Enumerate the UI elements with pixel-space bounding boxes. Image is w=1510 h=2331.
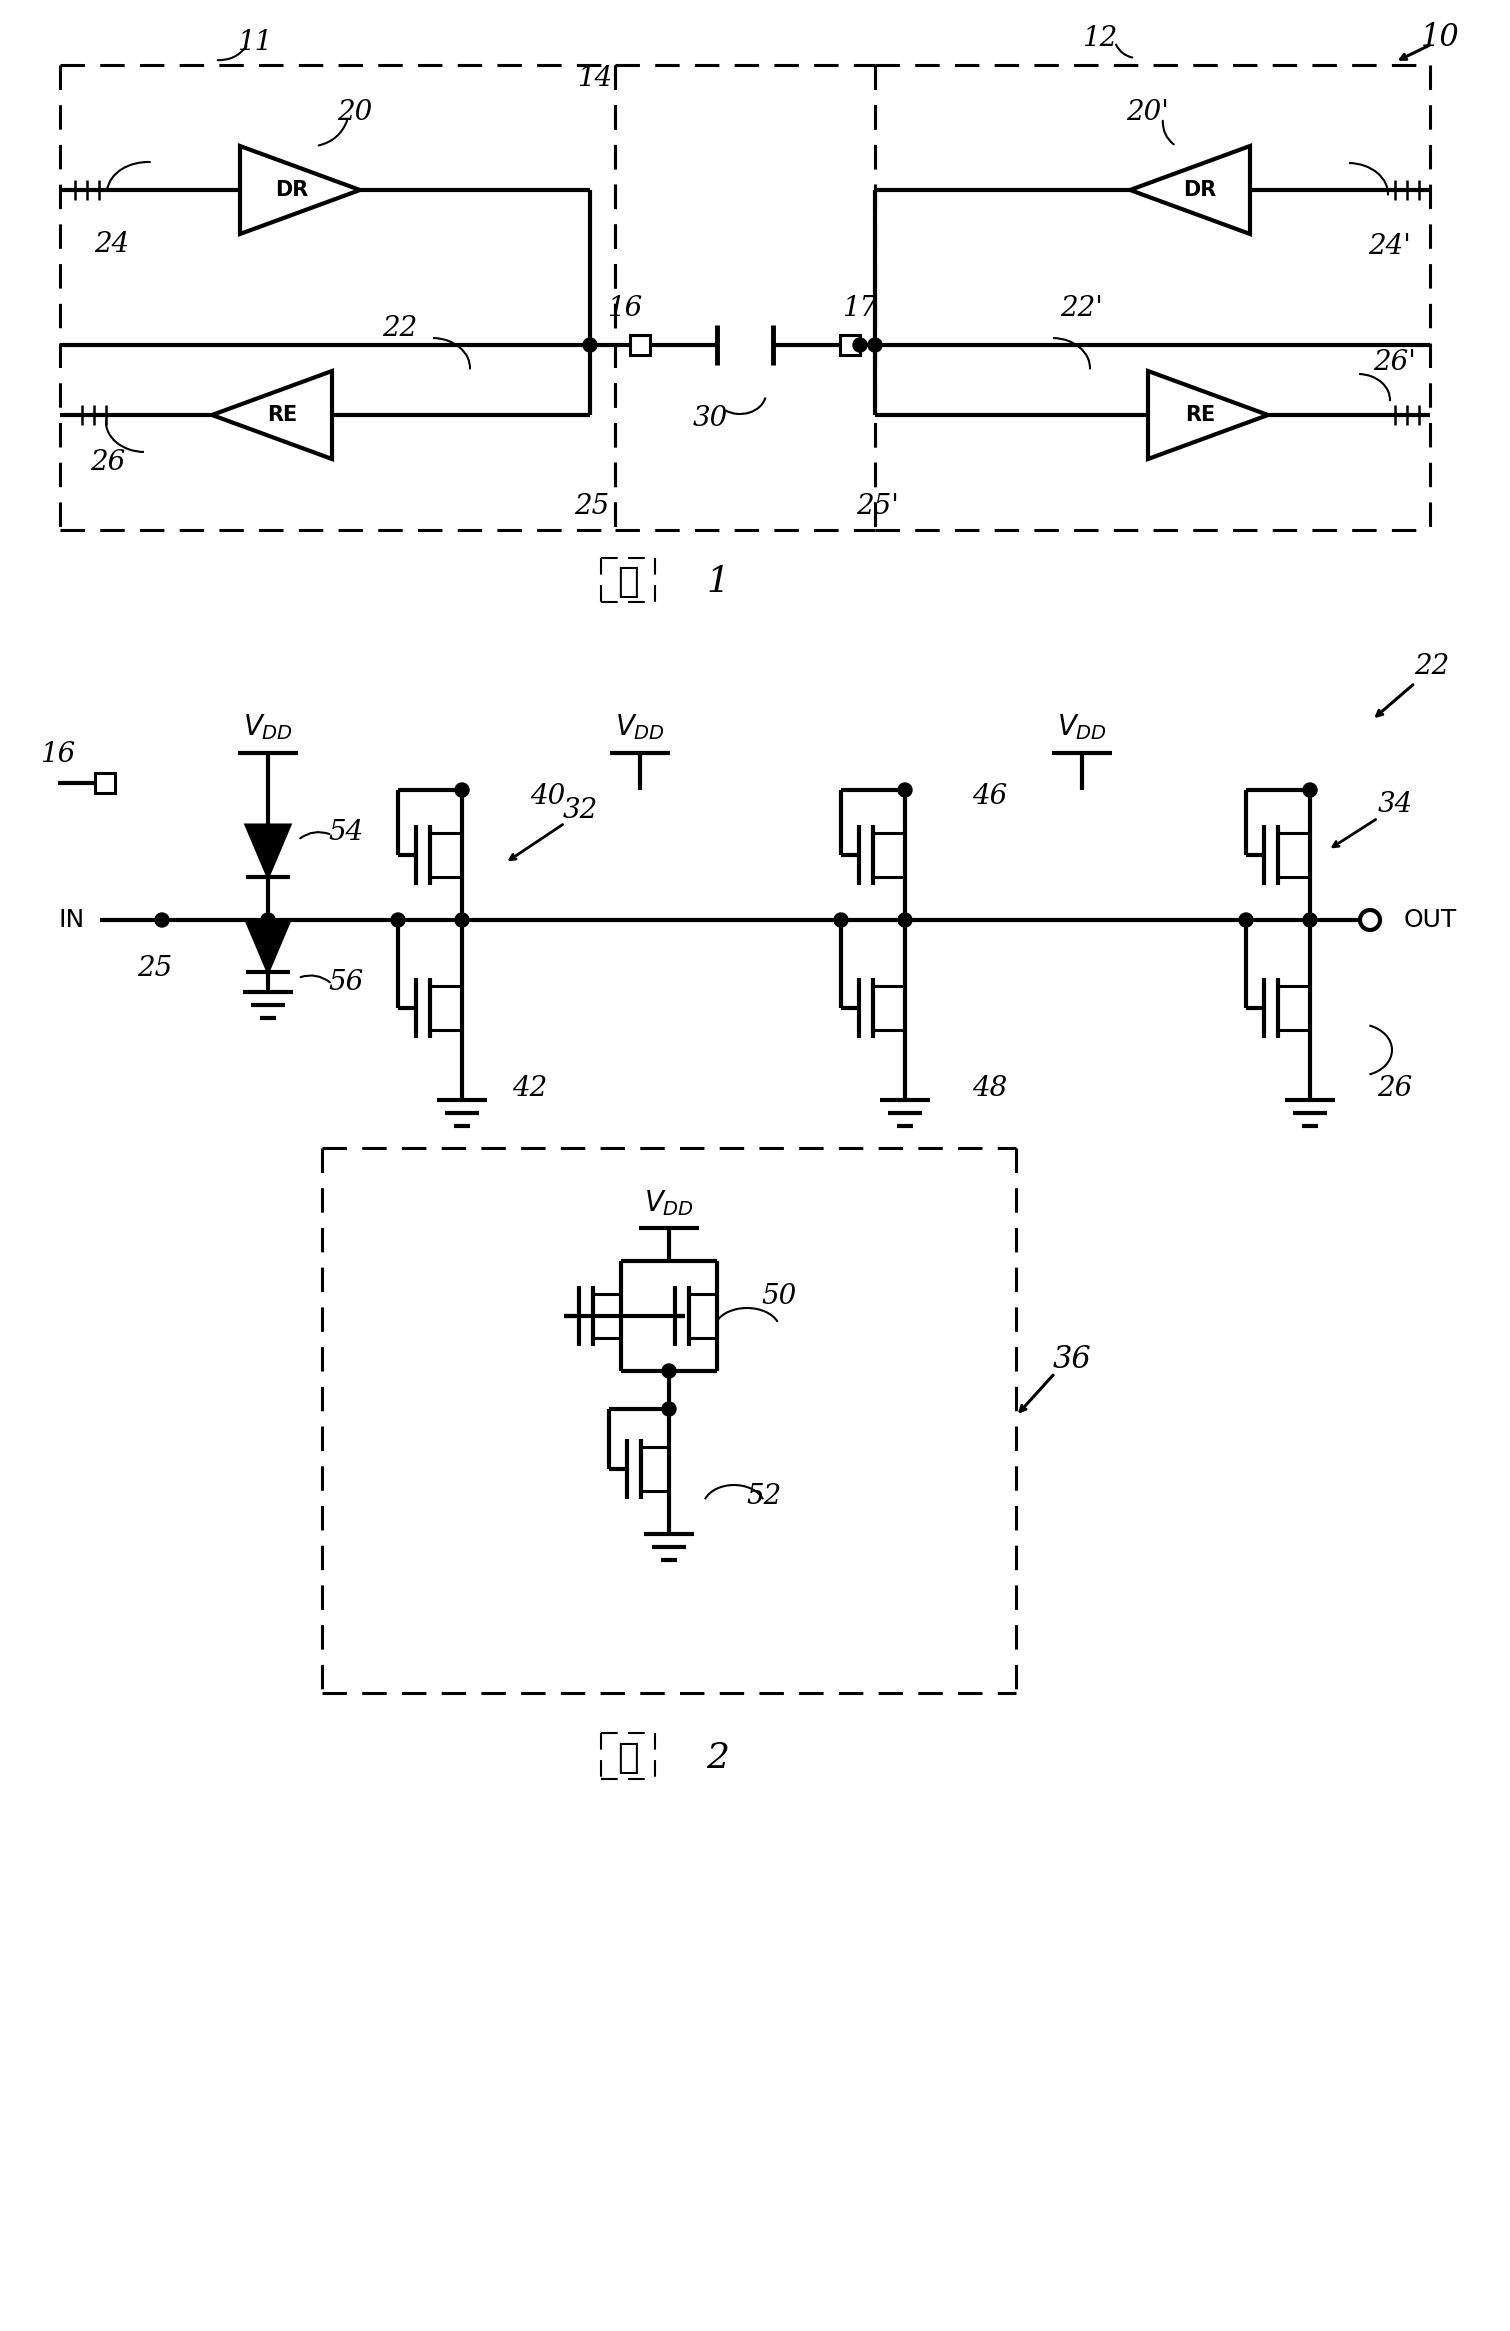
Text: 26': 26' [1374,350,1416,375]
Text: 图: 图 [618,564,639,599]
Polygon shape [246,921,290,972]
Circle shape [834,914,849,928]
Text: 30: 30 [693,406,728,431]
Circle shape [1240,914,1253,928]
Text: 20: 20 [337,98,373,126]
Text: 14: 14 [577,65,613,91]
Circle shape [1303,783,1317,797]
Text: 26: 26 [1377,1075,1413,1103]
Text: 12: 12 [1083,26,1117,51]
Text: 24: 24 [94,231,130,259]
Text: 1: 1 [707,564,729,599]
Text: 2: 2 [707,1741,729,1774]
Text: 40: 40 [530,783,566,811]
Text: 22: 22 [382,315,418,343]
Polygon shape [246,825,290,876]
Polygon shape [1129,147,1250,233]
Text: 22: 22 [1415,653,1450,681]
Text: 52: 52 [746,1483,782,1510]
Text: 42: 42 [512,1075,548,1103]
Polygon shape [240,147,359,233]
Text: 48: 48 [972,1075,1007,1103]
Text: DR: DR [1184,179,1217,200]
Text: $V_{DD}$: $V_{DD}$ [643,1189,695,1217]
Text: IN: IN [59,909,85,932]
Text: RE: RE [267,406,297,424]
Text: 20': 20' [1126,98,1169,126]
Text: 17: 17 [843,294,877,322]
Circle shape [898,914,912,928]
Text: 22': 22' [1060,294,1104,322]
Circle shape [583,338,596,352]
Polygon shape [1148,371,1268,459]
Text: 16: 16 [41,741,76,769]
Circle shape [661,1364,676,1378]
Bar [95,774,115,793]
Text: 24': 24' [1368,233,1412,259]
Text: 54: 54 [328,821,364,846]
Text: 25: 25 [137,953,172,981]
Text: 46: 46 [972,783,1007,811]
Bar [630,336,649,354]
Text: 25: 25 [574,494,610,520]
Text: 10: 10 [1421,23,1459,54]
Circle shape [455,914,470,928]
Text: DR: DR [275,179,308,200]
Circle shape [156,914,169,928]
Text: 32: 32 [562,797,598,823]
Text: 34: 34 [1377,793,1413,818]
Text: OUT: OUT [1403,909,1457,932]
Text: 16: 16 [607,294,643,322]
Text: 56: 56 [328,967,364,995]
Text: 11: 11 [237,28,273,56]
Circle shape [853,338,867,352]
Text: 25': 25' [856,494,900,520]
Text: $V_{DD}$: $V_{DD}$ [243,711,293,741]
Circle shape [898,783,912,797]
Circle shape [661,1401,676,1415]
Circle shape [1303,914,1317,928]
Text: 26: 26 [91,448,125,476]
Bar [840,336,861,354]
Circle shape [868,338,882,352]
Circle shape [391,914,405,928]
Circle shape [455,783,470,797]
Text: 图: 图 [618,1741,639,1774]
Text: RE: RE [1185,406,1216,424]
Text: $V_{DD}$: $V_{DD}$ [1057,711,1107,741]
Circle shape [261,914,275,928]
Text: $V_{DD}$: $V_{DD}$ [615,711,664,741]
Polygon shape [211,371,332,459]
Text: 50: 50 [761,1282,797,1310]
Text: 36: 36 [1052,1345,1092,1375]
